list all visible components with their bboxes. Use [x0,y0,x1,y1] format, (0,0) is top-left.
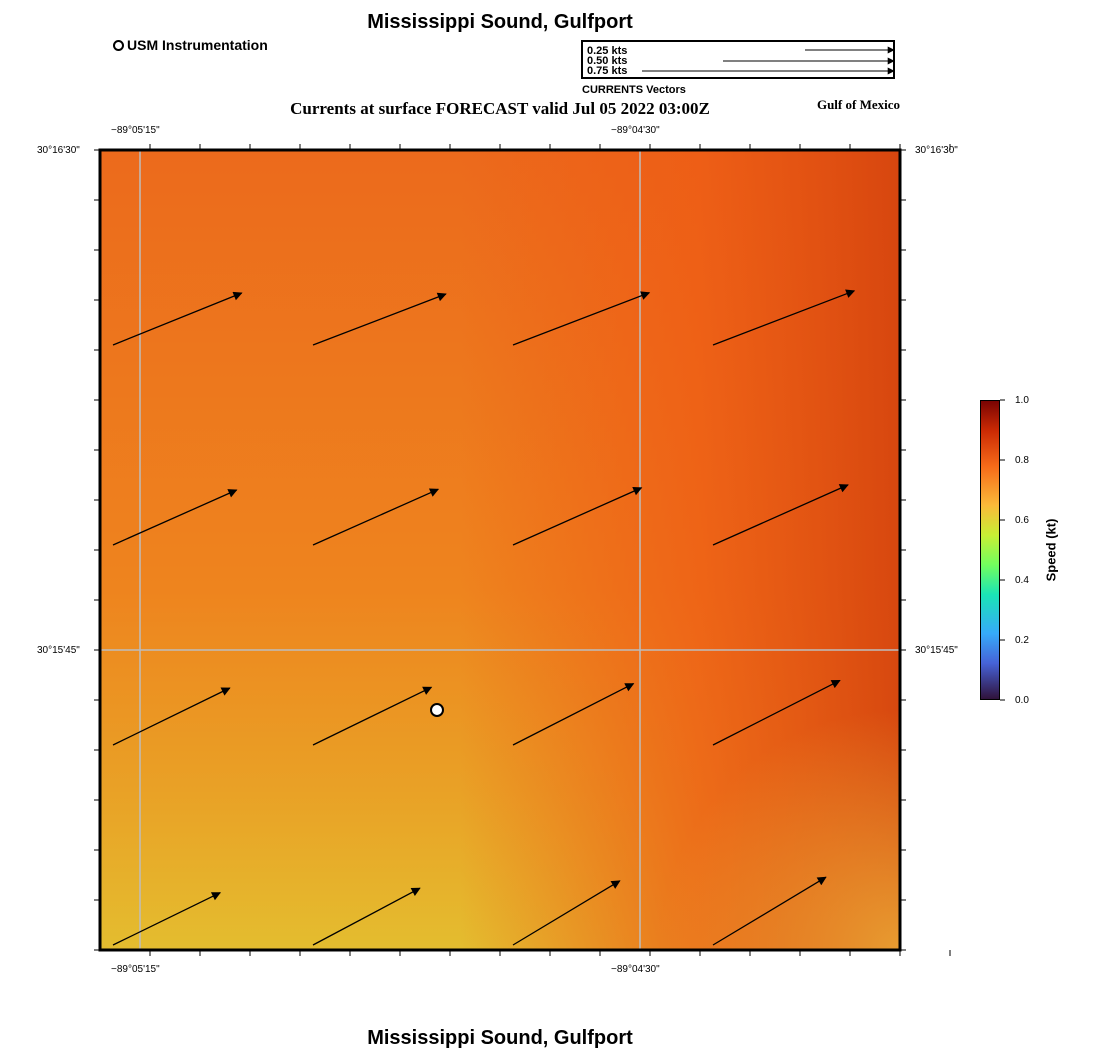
current-vector-arrow [512,683,635,746]
colorbar-tick-label: 1.0 [1015,395,1029,406]
lat-label-left-mid: 30°15'45" [37,645,80,656]
current-vector-arrow [112,291,243,346]
colorbar-tick-label: 0.8 [1015,455,1029,466]
current-vector-arrow [312,887,421,946]
current-vector-arrow [712,289,856,346]
frame-ticks [94,144,951,956]
colorbar-tick-label: 0.2 [1015,635,1029,646]
colorbar-ticks [1000,399,1005,701]
current-vector-arrow [312,292,447,346]
region-label: Gulf of Mexico [816,97,900,112]
speed-field-southeast [100,150,900,950]
colorbar-tick-label: 0.4 [1015,575,1029,586]
current-vector-layer [112,289,856,946]
colorbar-title: Speed (kt) [1043,518,1059,582]
lon-label-bottom-east: −89°04'30" [611,964,660,975]
map-title: Mississippi Sound, Gulfport [367,11,633,33]
current-vector-arrow [112,892,222,946]
current-vector-arrow [712,679,841,746]
colorbar-tick-label: 0.6 [1015,515,1029,526]
lat-label-right-mid: 30°15'45" [915,645,958,656]
graticule [100,150,900,950]
lon-label-top-west: −89°05'15" [111,125,160,136]
usm-legend: USM Instrumentation [113,37,268,53]
current-vector-arrow [312,488,440,546]
colorbar-tick-label: 0.0 [1015,695,1029,706]
lat-label-left-north: 30°16'30" [37,145,80,156]
vector-scale-label: 0.25 kts [587,45,628,57]
vector-scale-arrows [642,46,895,75]
speed-colorbar [980,400,1000,700]
lon-label-bottom-west: −89°05'15" [111,964,160,975]
vector-scale-caption: CURRENTS Vectors [582,84,686,96]
forecast-subtitle: Currents at surface FORECAST valid Jul 0… [290,99,710,118]
usm-legend-label: USM Instrumentation [127,37,268,53]
current-vector-arrow [312,686,433,746]
current-vector-arrow [112,489,238,546]
lat-label-right-north: 30°16'30" [915,145,958,156]
vector-scale-label: 0.75 kts [587,65,628,77]
vector-scale-label: 0.50 kts [587,55,628,67]
current-vector-arrow [512,291,651,346]
current-vector-arrow [712,876,827,946]
vector-scale-legend: 0.25 kts 0.50 kts 0.75 kts [581,40,895,79]
current-vector-arrow [512,486,643,546]
usm-instrument-marker [430,703,444,717]
current-vector-arrow [512,880,621,946]
current-vector-arrow [712,484,849,546]
lon-label-top-east: −89°04'30" [611,125,660,136]
footer-title: Mississippi Sound, Gulfport [367,1027,633,1049]
usm-marker-icon [113,39,124,51]
current-vector-arrow [112,687,231,746]
